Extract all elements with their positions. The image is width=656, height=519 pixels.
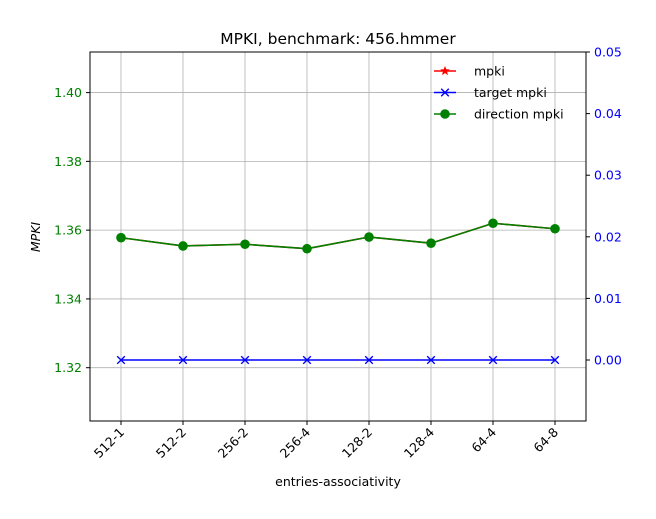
legend-item: mpki [434,64,505,79]
series-line [120,222,556,250]
data-point [116,355,126,365]
series-direction-mpki [116,218,560,254]
chart-title: MPKI, benchmark: 456.hmmer [220,30,456,48]
y-right-tick-label: 0.02 [594,229,622,244]
data-point-stroke [364,355,374,365]
y-right-tick-label: 0.00 [594,353,622,368]
data-point [116,232,126,243]
data-point-stroke [178,355,188,365]
data-point [426,238,436,249]
data-point [302,355,312,365]
data-point [364,355,374,365]
series-layer [116,218,560,365]
legend-item: direction mpki [434,107,564,122]
y-tick-label: 1.34 [54,291,82,306]
y-right-tick-label: 0.03 [594,168,622,183]
data-point [488,355,498,365]
data-point-stroke [302,355,312,365]
data-point-stroke [488,355,498,365]
legend-item: target mpki [434,85,547,100]
legend: mpki target mpki direction mpki [434,64,564,122]
data-point [302,243,312,254]
data-point-stroke [550,355,560,365]
legend-label: mpki [474,64,505,79]
y-tick-label: 1.32 [54,360,82,375]
data-point [550,223,560,234]
data-point-stroke [426,355,436,365]
data-point-stroke [240,355,250,365]
y-tick-label: 1.38 [54,154,82,169]
data-point [426,355,436,365]
y-axis-label: MPKI [28,222,43,253]
series-target-mpki [116,355,560,365]
x-axis-label: entries-associativity [275,474,401,489]
data-point-stroke [440,88,450,97]
legend-label: direction mpki [474,107,564,122]
data-point [550,355,560,365]
y-right-tick-label: 0.04 [594,106,622,121]
data-point [240,355,250,365]
data-point [440,109,450,119]
data-point [178,355,188,365]
data-point [364,232,374,242]
y-right-tick-label: 0.01 [594,291,622,306]
data-point [440,88,450,97]
data-point [240,239,250,250]
y-tick-label: 1.36 [54,223,82,238]
data-point [488,218,498,229]
data-point [178,241,188,251]
data-point [440,65,450,76]
y-right-tick-label: 0.05 [594,45,622,60]
y-tick-label: 1.40 [54,85,82,100]
legend-label: target mpki [474,85,547,100]
data-point-stroke [116,355,126,365]
